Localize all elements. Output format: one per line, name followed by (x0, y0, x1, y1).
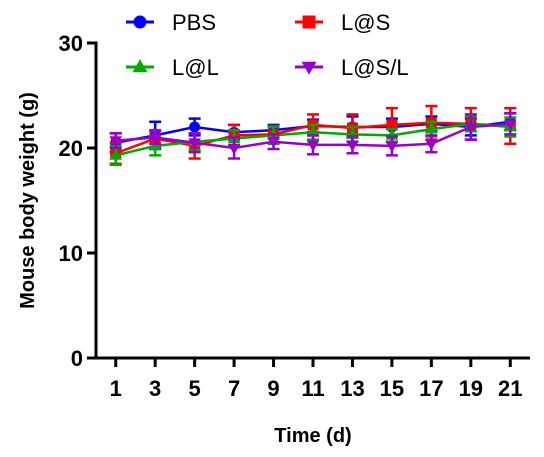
data-point (386, 119, 398, 131)
legend-marker (132, 59, 148, 73)
legend-item-l-s: L@S (295, 10, 390, 35)
data-point (267, 137, 280, 149)
x-tick-label: 15 (380, 376, 404, 401)
data-point (148, 133, 162, 145)
x-tick-label: 17 (419, 376, 443, 401)
data-point (385, 141, 399, 153)
y-axis-title: Mouse body weight (g) (17, 92, 39, 309)
x-tick-label: 13 (340, 376, 364, 401)
x-tick-label: 1 (110, 376, 122, 401)
x-tick-label: 11 (301, 376, 324, 401)
x-tick-label: 7 (228, 376, 240, 401)
legend-label: PBS (172, 10, 216, 35)
x-tick-label: 3 (149, 376, 161, 401)
data-point (227, 143, 241, 155)
data-point (189, 121, 201, 133)
series-l-s-l (109, 112, 517, 160)
data-point (188, 138, 201, 150)
legend-item-pbs: PBS (126, 10, 216, 35)
y-tick-label: 20 (59, 136, 83, 161)
x-tick-label: 5 (189, 376, 201, 401)
data-point (464, 122, 478, 134)
data-point (109, 148, 123, 160)
data-point (109, 136, 123, 148)
x-tick-label: 9 (267, 376, 279, 401)
data-point (425, 139, 438, 151)
data-point (503, 119, 517, 131)
x-tick-label: 19 (459, 376, 483, 401)
plot-series (109, 104, 517, 167)
legend-item-l-s-l: L@S/L (295, 55, 409, 80)
y-tick-label: 10 (59, 241, 83, 266)
data-point (306, 140, 320, 152)
x-axis-title: Time (d) (274, 425, 351, 447)
legend-label: L@S (341, 10, 390, 35)
data-point (346, 140, 359, 152)
legend-label: L@S/L (341, 55, 409, 80)
legend-item-l-l: L@L (126, 55, 219, 80)
x-tick-label: 21 (498, 376, 522, 401)
data-point (306, 125, 320, 137)
legend-marker (133, 15, 147, 29)
legend-label: L@L (172, 55, 219, 80)
data-point (425, 122, 438, 134)
y-tick-label: 0 (71, 346, 83, 371)
legend: PBS L@S L@L L@S/L (126, 10, 409, 80)
legend-marker (301, 61, 317, 75)
legend-marker (302, 15, 316, 29)
y-tick-label: 30 (59, 31, 83, 56)
